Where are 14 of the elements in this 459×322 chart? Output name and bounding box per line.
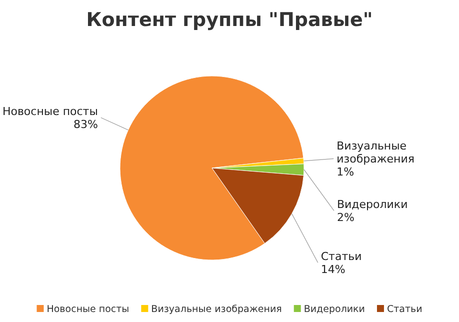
- slice-label: Новосные посты: [2, 105, 98, 118]
- slice-label: Видеролики: [336, 198, 408, 212]
- data-label: 83%: [73, 118, 98, 132]
- chart-title: Контент группы "Правые": [86, 9, 373, 31]
- slice-label: Визуальные изображения: [336, 140, 415, 166]
- slice-label: Статьи: [320, 250, 362, 264]
- legend-label: Новосные посты: [46, 304, 130, 315]
- pie-slice: [120, 76, 304, 260]
- legend-label: Визуальные изображения: [151, 304, 282, 315]
- legend-label: Видеролики: [304, 304, 365, 315]
- legend-label: Статьи: [386, 304, 422, 315]
- data-label: 2%: [336, 211, 354, 224]
- data-label: 1%: [336, 166, 354, 179]
- data-label: 14%: [320, 263, 346, 276]
